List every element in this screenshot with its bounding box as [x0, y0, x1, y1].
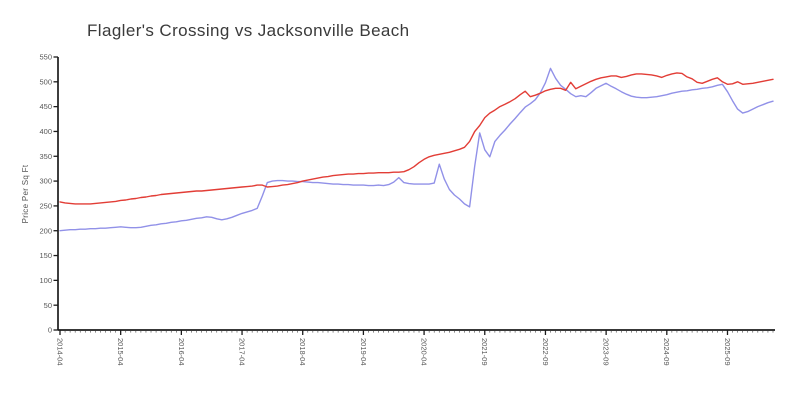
- y-tick-label: 450: [39, 102, 52, 111]
- y-axis-label: Price Per Sq Ft: [21, 164, 30, 223]
- y-tick-label: 550: [39, 53, 52, 62]
- x-tick-label: 2020-04: [419, 338, 428, 366]
- series-lines: [59, 67, 774, 232]
- chart-title: Flagler's Crossing vs Jacksonville Beach: [87, 21, 410, 40]
- x-tick-label: 2015-04: [116, 338, 125, 366]
- x-tick-label: 2021-09: [480, 338, 489, 366]
- series-line-0-flagler-s-crossing: [59, 67, 774, 232]
- x-tick-label: 2023-09: [602, 338, 611, 366]
- x-tick-label: 2018-04: [298, 338, 307, 366]
- y-tick-label: 250: [39, 202, 52, 211]
- x-tick-label: 2014-04: [55, 338, 64, 366]
- y-tick-label: 100: [39, 276, 52, 285]
- axes: 0 50 100 150 200 250 300 350 400 450 500 550 2014-04…: [39, 53, 775, 366]
- y-tick-label: 0: [48, 326, 52, 335]
- y-tick-label: 200: [39, 226, 52, 235]
- y-tick-label: 350: [39, 152, 52, 161]
- x-tick-label: 2017-04: [237, 338, 246, 366]
- x-tick-label: 2019-04: [359, 338, 368, 366]
- y-tick-label: 300: [39, 177, 52, 186]
- x-tick-label: 2022-09: [541, 338, 550, 366]
- y-tick-label: 400: [39, 127, 52, 136]
- series-line-1-jacksonville-beach: [59, 72, 774, 205]
- y-tick-label: 50: [44, 301, 52, 310]
- x-tick-label: 2024-09: [662, 338, 671, 366]
- x-tick-label: 2025-09: [723, 338, 732, 366]
- y-tick-label: 150: [39, 251, 52, 260]
- y-tick-label: 500: [39, 77, 52, 86]
- x-tick-label: 2016-04: [177, 338, 186, 366]
